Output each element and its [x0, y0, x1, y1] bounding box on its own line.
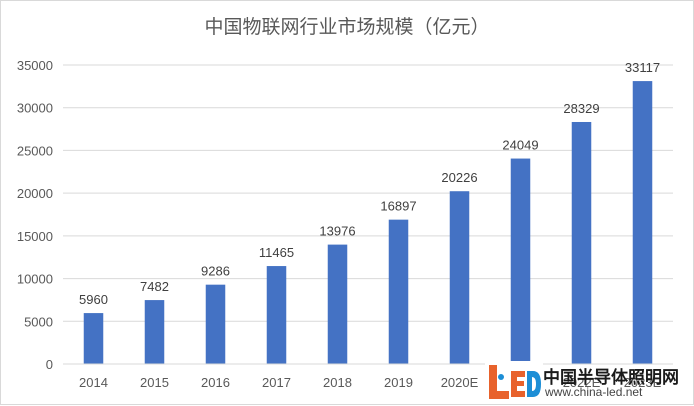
bar-2018 [327, 244, 348, 364]
bar-2019 [388, 219, 409, 364]
chart-title: 中国物联网行业市场规模（亿元） [204, 16, 489, 38]
bars [83, 81, 653, 365]
bar-2021E [510, 158, 531, 364]
y-tick-label: 35000 [17, 58, 53, 73]
bar-2023E [632, 81, 653, 365]
data-label-2021E: 24049 [502, 138, 538, 153]
data-label-2015: 7482 [140, 279, 169, 294]
gridlines [63, 64, 673, 365]
x-tick-label-2014: 2014 [79, 375, 108, 390]
data-label-2016: 9286 [201, 264, 230, 279]
x-tick-label-2020E: 2020E [441, 375, 479, 390]
data-label-2014: 5960 [79, 292, 108, 307]
x-tick-label-2019: 2019 [384, 375, 413, 390]
bar-2015 [144, 300, 165, 364]
bar-2022E [571, 121, 592, 364]
bar-2017 [266, 266, 287, 364]
data-label-2022E: 28329 [563, 101, 599, 116]
led-logo-icon [485, 361, 543, 403]
x-axis: 2014201520162017201820192020E2021E2022E2… [63, 363, 673, 390]
data-label-2019: 16897 [380, 199, 416, 214]
x-tick-label-2018: 2018 [323, 375, 352, 390]
data-label-2017: 11465 [259, 245, 294, 260]
data-labels: 5960 7482 9286 11465 13976 16897 20226 24049 283… [79, 60, 660, 307]
bar-2016 [205, 284, 226, 364]
y-tick-label: 10000 [17, 272, 53, 287]
y-axis: 0 5000 10000 15000 20000 25000 30000 35000 [17, 58, 53, 372]
x-tick-label-2016: 2016 [201, 375, 230, 390]
y-tick-label: 15000 [17, 229, 53, 244]
bar-2020E [449, 191, 470, 364]
y-tick-label: 5000 [24, 314, 53, 329]
y-tick-label: 30000 [17, 101, 53, 116]
watermark-site-name: 中国半导体照明网 [543, 368, 679, 388]
y-tick-label: 25000 [17, 143, 53, 158]
x-tick-label-2017: 2017 [262, 375, 291, 390]
x-tick-label-2023E: 2023E [624, 375, 662, 390]
data-label-2023E: 33117 [625, 60, 660, 75]
x-tick-label-2022E: 2022E [563, 375, 601, 390]
y-tick-label: 0 [46, 357, 53, 372]
y-tick-label: 20000 [17, 186, 53, 201]
watermark-url: www.china-led.net [545, 385, 643, 399]
data-label-2020E: 20226 [441, 170, 477, 185]
bar-2014 [83, 313, 104, 364]
data-label-2018: 13976 [319, 224, 355, 239]
watermark: 中国半导体照明网 www.china-led.net [485, 361, 694, 406]
x-tick-label-2015: 2015 [140, 375, 169, 390]
